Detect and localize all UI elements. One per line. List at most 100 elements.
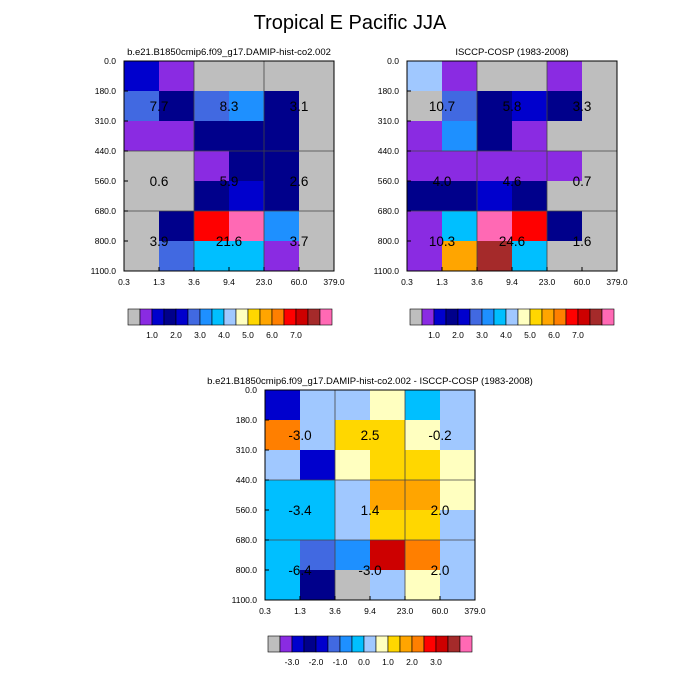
colorbar-label: 7.0: [290, 330, 302, 340]
colorbar-swatch: [291, 635, 305, 653]
heatmap-cell: [405, 510, 441, 541]
x-tick-label: 3.6: [471, 277, 483, 287]
colorbar-swatch: [211, 308, 225, 326]
heatmap-cell: [335, 390, 371, 421]
heatmap-cell: [265, 390, 301, 421]
y-tick-label: 440.0: [378, 146, 400, 156]
heatmap-cell: [370, 450, 406, 481]
heatmap-cell: [512, 151, 548, 182]
colorbar-label: -1.0: [333, 657, 348, 667]
x-tick-label: 3.6: [188, 277, 200, 287]
heatmap-cell: [405, 570, 441, 601]
colorbar-swatch: [459, 635, 473, 653]
heatmap-cell: [159, 241, 195, 272]
colorbar-swatch: [481, 308, 495, 326]
heatmap-cell: [124, 61, 160, 92]
y-tick-label: 310.0: [95, 116, 117, 126]
y-tick-label: 560.0: [378, 176, 400, 186]
heatmap-cell: [407, 91, 443, 122]
heatmap-cell: [442, 151, 478, 182]
heatmap-cell: [407, 181, 443, 212]
panel-difference: b.e21.B1850cmip6.f09_g17.DAMIP-hist-co2.…: [207, 376, 533, 616]
heatmap-cell: [264, 181, 300, 212]
colorbar-swatch: [505, 308, 519, 326]
x-tick-label: 1.3: [153, 277, 165, 287]
heatmap-cell: [300, 540, 336, 571]
colorbar-label: 4.0: [218, 330, 230, 340]
heatmap-cell: [547, 61, 583, 92]
colorbar-label: 2.0: [170, 330, 182, 340]
heatmap-cell: [405, 450, 441, 481]
quadrant-label: 3.9: [150, 234, 169, 249]
heatmap-cell: [159, 211, 195, 242]
heatmap-cell: [547, 91, 583, 122]
panel-model: b.e21.B1850cmip6.f09_g17.DAMIP-hist-co2.…: [91, 47, 345, 287]
heatmap-cell: [265, 480, 301, 511]
heatmap-cell: [407, 61, 443, 92]
y-tick-label: 560.0: [236, 505, 258, 515]
colorbar-swatch: [271, 308, 285, 326]
colorbar-observations: 1.0 2.0 3.0 4.0 5.0 6.0 7.0: [409, 308, 615, 340]
heatmap-cell: [440, 420, 476, 451]
heatmap-cell: [124, 241, 160, 272]
heatmap-cell: [124, 211, 160, 242]
x-tick-label: 9.4: [506, 277, 518, 287]
quadrant-label: 5.8: [503, 99, 522, 114]
heatmap-cell: [370, 510, 406, 541]
heatmap-cell: [299, 211, 335, 242]
colorbar-swatch: [447, 635, 461, 653]
y-tick-label: 1100.0: [232, 595, 258, 605]
x-tick-label: 379.0: [464, 606, 486, 616]
quadrant-label: 2.6: [290, 174, 309, 189]
colorbar-swatch: [259, 308, 273, 326]
colorbar-swatch: [529, 308, 543, 326]
colorbar-swatch: [247, 308, 261, 326]
heatmap-cell: [300, 390, 336, 421]
heatmap-cell: [264, 211, 300, 242]
quadrant-label: 1.4: [361, 503, 380, 518]
heatmap-cell: [194, 151, 230, 182]
colorbar-label: 1.0: [382, 657, 394, 667]
x-tick-label: 379.0: [606, 277, 628, 287]
heatmap-cell: [512, 91, 548, 122]
heatmap-cell: [512, 211, 548, 242]
colorbar-label: 7.0: [572, 330, 584, 340]
heatmap-cell: [299, 61, 335, 92]
colorbar-label: 0.0: [358, 657, 370, 667]
heatmap-cell: [194, 91, 230, 122]
y-tick-label: 310.0: [236, 445, 258, 455]
y-tick-label: 1100.0: [91, 266, 117, 276]
colorbar-swatch: [327, 635, 341, 653]
y-tick-label: 560.0: [95, 176, 117, 186]
colorbar-label: 2.0: [406, 657, 418, 667]
heatmap-cell: [477, 151, 513, 182]
colorbar-swatch: [175, 308, 189, 326]
colorbar-swatch: [565, 308, 579, 326]
heatmap-cell: [582, 241, 618, 272]
x-tick-label: 9.4: [364, 606, 376, 616]
quadrant-label: -3.0: [288, 428, 311, 443]
heatmap-cell: [582, 211, 618, 242]
colorbar-swatch: [163, 308, 177, 326]
heatmap-cell: [442, 211, 478, 242]
heatmap-cell: [264, 91, 300, 122]
heatmap-cell: [370, 420, 406, 451]
heatmap-cell: [299, 121, 335, 152]
colorbar-swatch: [267, 635, 281, 653]
panel-title: b.e21.B1850cmip6.f09_g17.DAMIP-hist-co2.…: [207, 376, 533, 387]
y-tick-label: 180.0: [95, 86, 117, 96]
quadrant-label: 2.5: [361, 428, 380, 443]
colorbar-swatch: [375, 635, 389, 653]
colorbar-swatch: [553, 308, 567, 326]
x-tick-label: 60.0: [574, 277, 591, 287]
quadrant-label: 10.7: [429, 99, 455, 114]
heatmap-cell: [159, 61, 195, 92]
colorbar-label: 6.0: [548, 330, 560, 340]
colorbar-swatch: [315, 635, 329, 653]
heatmap-cell: [229, 211, 265, 242]
colorbar-swatch: [601, 308, 615, 326]
heatmap-cell: [547, 121, 583, 152]
colorbar-swatch: [319, 308, 333, 326]
heatmap-cell: [159, 181, 195, 212]
colorbar-label: 2.0: [452, 330, 464, 340]
